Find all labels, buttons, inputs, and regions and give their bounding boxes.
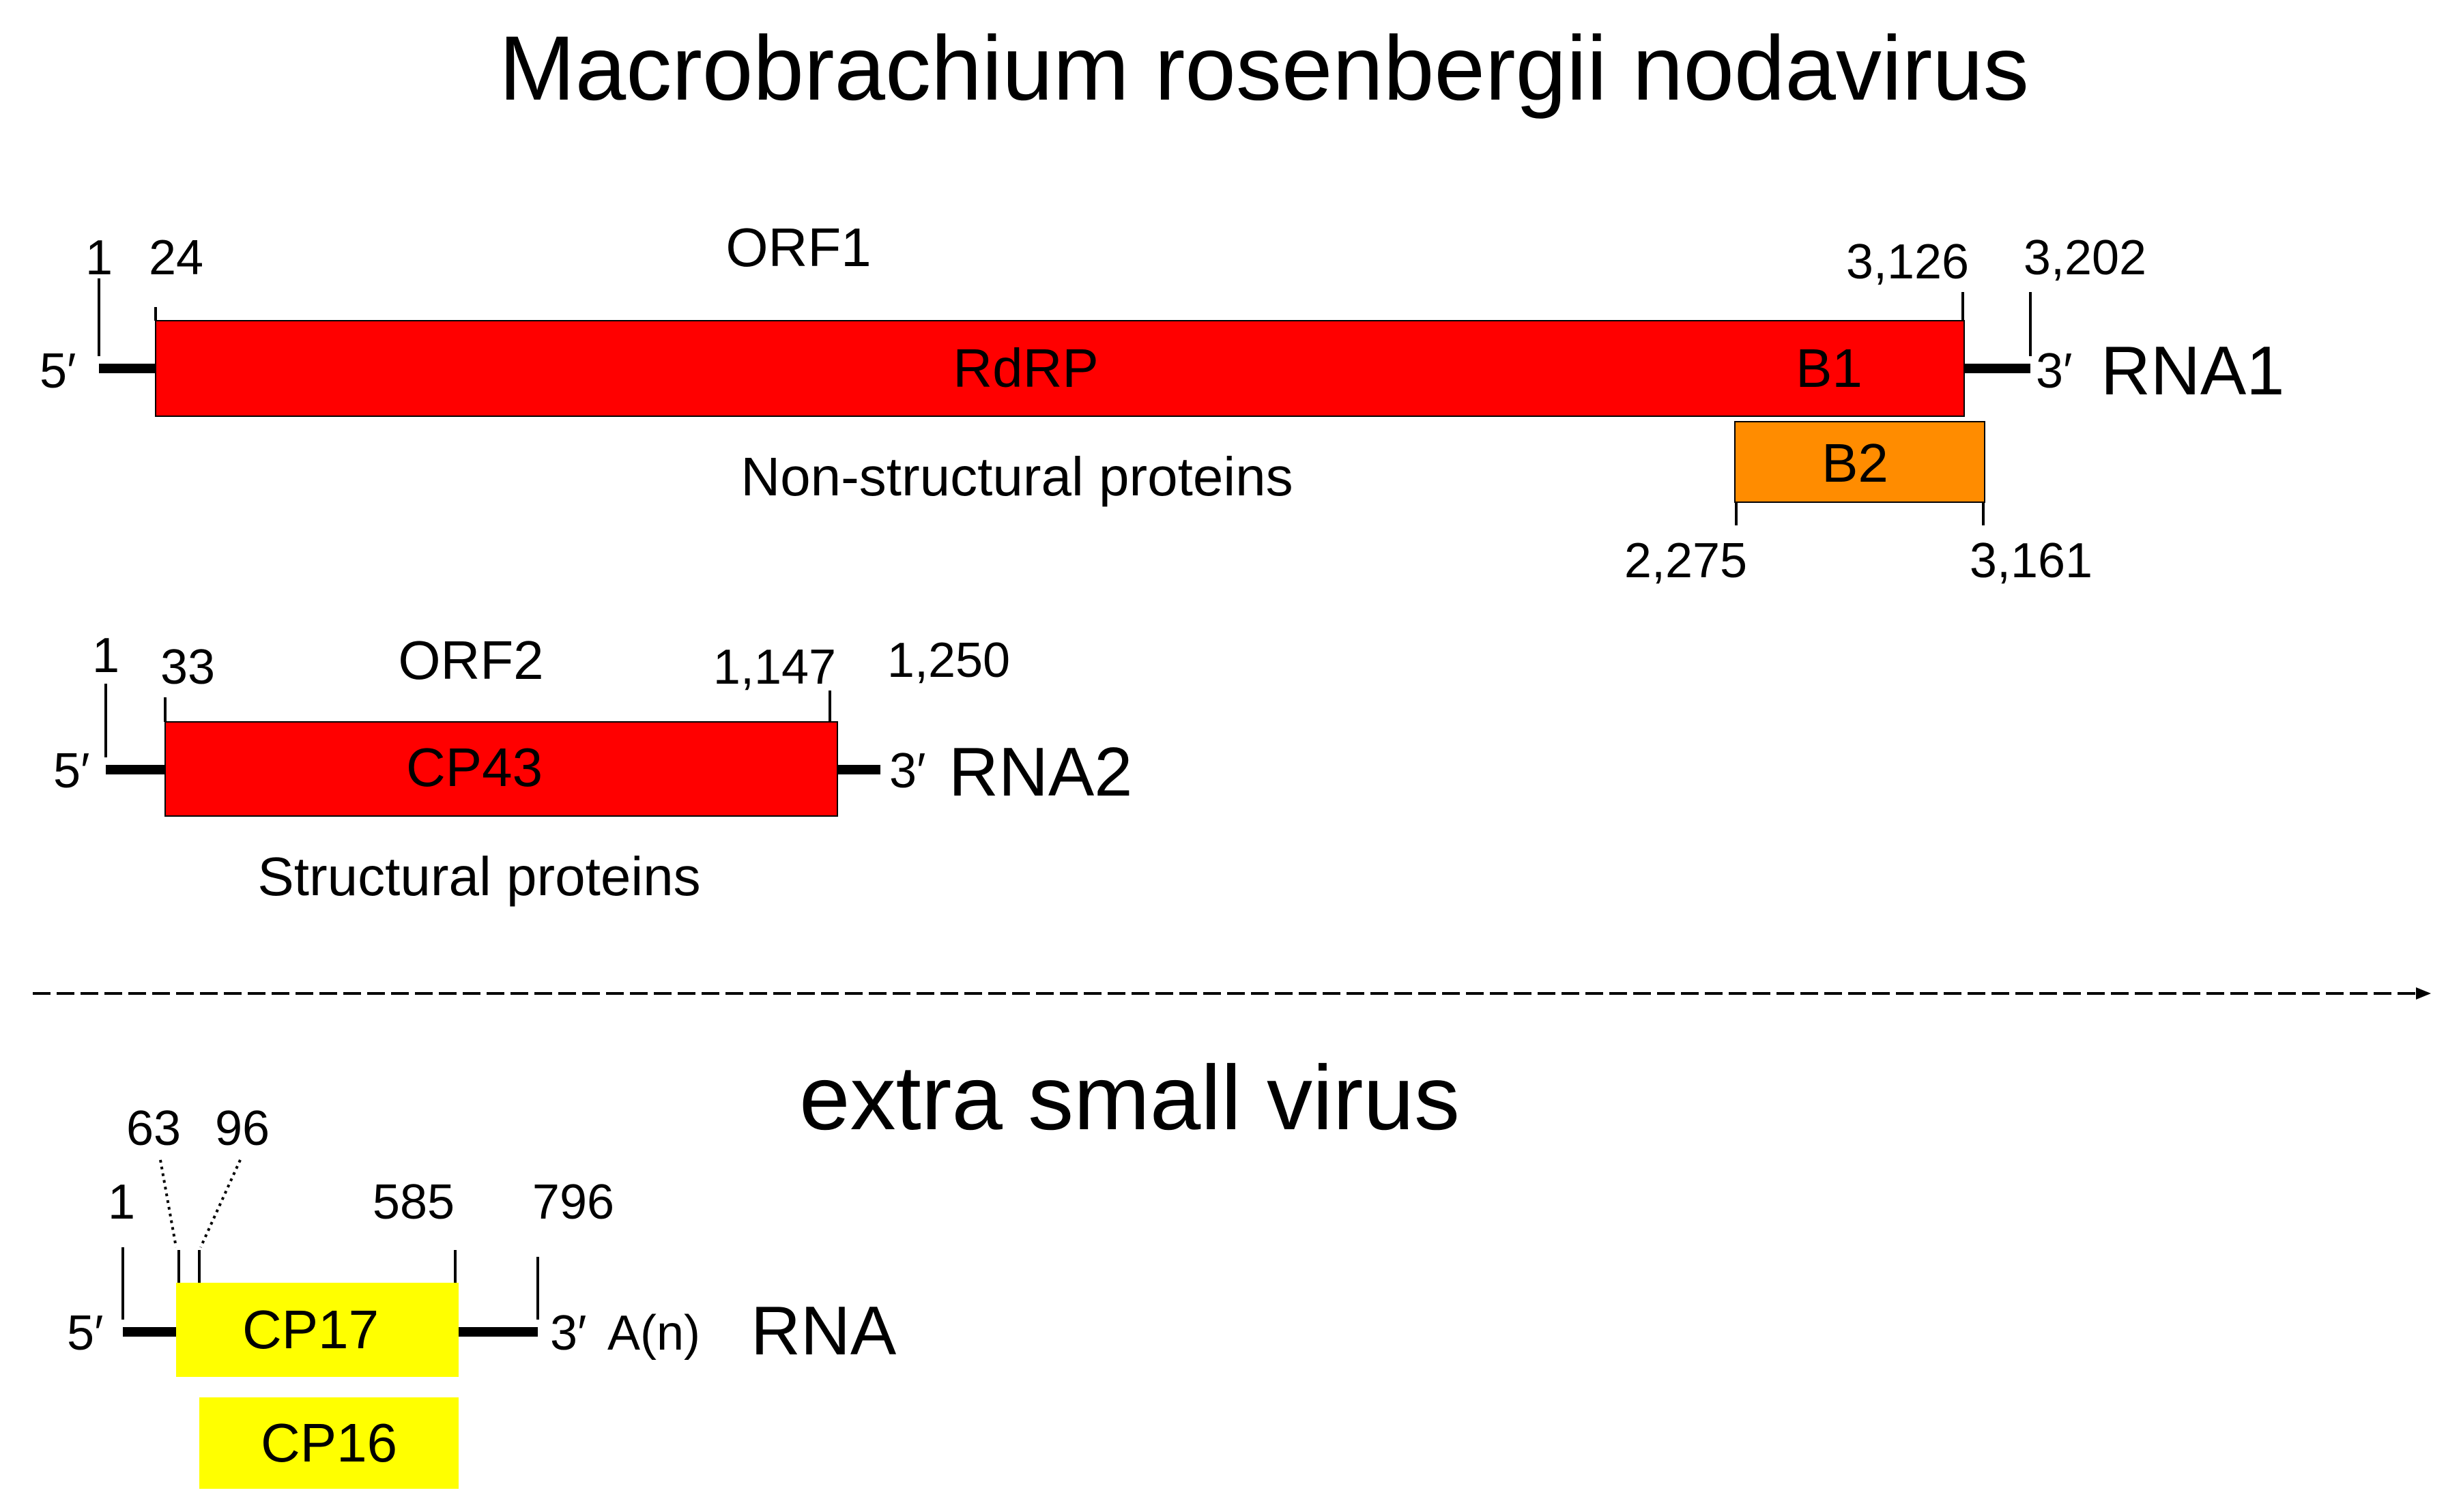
rna2-genome-map: 1 33 1,147 1,250 ORF2 CP43 Structural pr… [53,628,1132,907]
xsv-cp16-label: CP16 [261,1412,397,1473]
xsv-rna-name: RNA [751,1293,897,1369]
rna1-3-prime-label: 3′ [2036,344,2073,398]
rna1-name: RNA1 [2101,333,2284,409]
rna1-caption: Non-structural proteins [740,446,1293,507]
rna1-b1-label: B1 [1796,338,1862,398]
rna2-cp43-label: CP43 [406,737,543,798]
xsv-cp17-box [176,1283,459,1377]
xsv-63-leader [159,1159,177,1248]
rna2-name: RNA2 [949,734,1132,811]
xsv-3-prime-label: 3′ [550,1306,587,1361]
rna1-5-prime-label: 5′ [40,344,76,398]
rna2-orf2-box [164,721,838,817]
rna1-orf-start-position: 24 [149,231,203,285]
rna1-orf-end-position: 3,126 [1846,235,1969,289]
xsv-orf-start-b-position: 96 [215,1101,270,1156]
xsv-end-position: 796 [532,1175,614,1230]
rna1-orf1-label: ORF1 [725,217,871,278]
xsv-genome-map: 63 96 1 585 796 CP17 CP16 5′ 3′ A(n) RNA [67,1101,897,1489]
rna2-5-prime-label: 5′ [53,744,90,798]
rna1-orf1-box [155,320,1965,417]
rna1-genome-map: 1 24 3,126 3,202 2,275 3,161 ORF1 RdRP B… [40,217,2284,588]
xsv-title: extra small virus [799,1047,1460,1149]
rna1-end-position: 3,202 [2024,231,2146,285]
xsv-poly-a-label: A(n) [607,1306,700,1361]
xsv-start-position: 1 [108,1175,135,1230]
xsv-orf-start-a-position: 63 [126,1101,181,1156]
rna2-orf2-label: ORF2 [398,630,543,690]
rna2-orf-start-position: 33 [160,640,215,695]
rna2-start-position: 1 [92,628,119,683]
xsv-cp16-box [199,1397,459,1489]
rna1-b2-box [1734,421,1985,503]
rna1-b2-label: B2 [1822,433,1888,493]
rna2-3-prime-label: 3′ [889,744,926,798]
mrnv-title: Macrobrachium rosenbergii nodavirus [499,18,2029,119]
rna2-orf-end-position: 1,147 [713,640,836,695]
xsv-cp17-label: CP17 [242,1299,379,1360]
section-divider-arrow [33,987,2431,1000]
rna2-end-position: 1,250 [887,633,1010,688]
xsv-5-prime-label: 5′ [67,1306,104,1361]
rna1-start-position: 1 [85,231,113,285]
xsv-96-leader [199,1159,242,1248]
rna1-b2-start-position: 2,275 [1624,534,1747,588]
rna1-rdrp-label: RdRP [953,338,1098,398]
xsv-orf-end-position: 585 [373,1175,455,1230]
rna1-b2-end-position: 3,161 [1970,534,2092,588]
rna2-caption: Structural proteins [257,846,700,907]
divider-arrowhead [2416,987,2431,1000]
